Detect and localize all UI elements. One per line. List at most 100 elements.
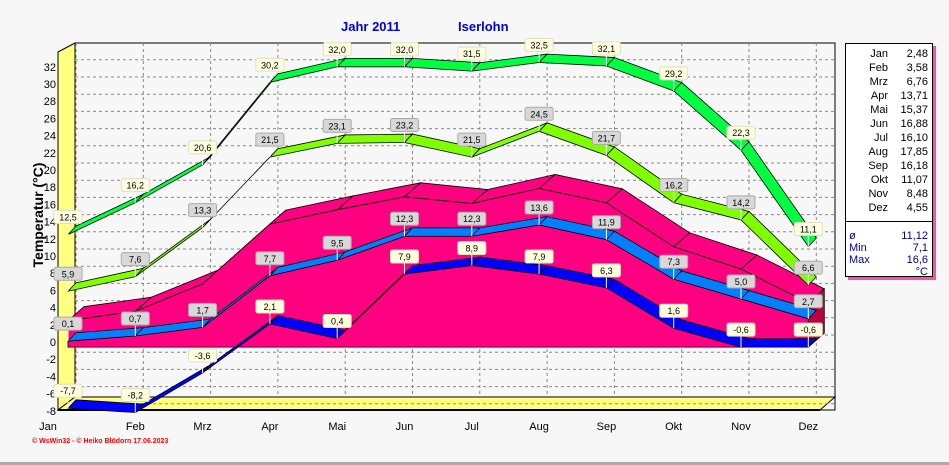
y-tick-label: -4 <box>46 371 56 383</box>
data-label: 2,7 <box>793 294 823 319</box>
y-tick-label: 4 <box>50 303 56 315</box>
legend-value: 16,88 <box>900 118 928 130</box>
legend-month: Okt <box>870 174 888 186</box>
data-label: 13,3 <box>188 203 218 228</box>
y-tick-label: 22 <box>44 148 56 160</box>
data-label: 32,0 <box>322 42 352 67</box>
data-label: 12,3 <box>390 211 419 237</box>
label-box <box>726 195 756 210</box>
label-box <box>322 42 352 57</box>
label-text: 21,5 <box>261 135 279 145</box>
label-box <box>120 252 150 267</box>
legend-month: Mai <box>870 104 888 116</box>
data-label: 7,6 <box>120 252 150 277</box>
monthly-average-legend: Jan 2,48 Feb 3,58 Mrz 6,76 Apr 13,71 Mai 15,37 Jun… <box>845 43 933 278</box>
label-box <box>793 294 823 309</box>
label-box <box>457 132 487 147</box>
data-label: 13,6 <box>524 200 554 226</box>
y-tick-label: 10 <box>44 251 56 263</box>
label-text: 32,1 <box>598 44 616 54</box>
label-text: 11,9 <box>598 218 615 228</box>
label-box <box>322 118 352 133</box>
legend-row-aug: Aug 17,85 <box>846 145 932 159</box>
legend-month: Jun <box>870 118 888 130</box>
x-tick-label: Mai <box>328 421 346 433</box>
label-text: 24,5 <box>530 109 548 119</box>
ribbon-segment <box>740 141 817 248</box>
legend-value: 15,37 <box>900 104 928 116</box>
label-box <box>793 260 823 275</box>
label-text: 31,5 <box>463 49 481 59</box>
data-label: 32,0 <box>390 42 419 67</box>
data-label: 16,2 <box>659 178 689 203</box>
label-text: 9,5 <box>331 238 344 248</box>
data-label: 32,1 <box>591 41 621 66</box>
label-text: 14,2 <box>732 198 750 208</box>
label-box <box>659 254 689 269</box>
ribbon-segment <box>740 290 818 320</box>
label-box <box>524 200 554 215</box>
label-text: 6,3 <box>600 266 613 276</box>
legend-value: 13,71 <box>900 90 928 102</box>
x-tick-label: Okt <box>665 421 682 433</box>
label-text: 5,0 <box>735 277 748 287</box>
label-text: 30,2 <box>261 60 279 70</box>
y-tick-label: 32 <box>44 62 56 74</box>
label-text: 23,2 <box>396 120 414 130</box>
label-text: -7,7 <box>60 386 76 396</box>
legend-max-value: 16,6 <box>906 254 928 266</box>
y-tick-label: 18 <box>44 182 56 194</box>
label-text: 23,1 <box>328 121 346 131</box>
x-tick-label: Dez <box>799 421 819 433</box>
data-label: 7,7 <box>255 251 285 276</box>
x-tick-label: Apr <box>261 421 278 433</box>
label-box <box>255 57 285 72</box>
data-label: 0,4 <box>322 314 352 339</box>
series-absolutes-minimum: -7,7 -8,2 -3,6 2,1 0,4 7,9 8,9 7,9 6,3 1,6 -0,6 -0,… <box>53 240 823 413</box>
label-box <box>793 322 823 337</box>
legend-month: Jan <box>870 48 888 60</box>
legend-row-jun: Jun 16,88 <box>846 117 932 131</box>
label-text: 2,7 <box>802 297 815 307</box>
legend-month: Sep <box>868 160 888 172</box>
legend-month: Aug <box>868 146 888 158</box>
y-tick-label: 12 <box>44 234 56 246</box>
label-text: 22,3 <box>732 128 750 138</box>
data-label: 0,1 <box>53 316 83 342</box>
label-text: 7,9 <box>398 252 411 262</box>
label-text: 7,6 <box>129 255 142 265</box>
legend-row-nov: Nov 8,48 <box>846 187 932 201</box>
x-tick-label: Jan <box>39 421 57 433</box>
data-label: 11,1 <box>793 222 823 247</box>
label-text: 12,3 <box>463 214 481 224</box>
data-label: 1,6 <box>659 303 689 329</box>
data-label: 12,5 <box>53 210 83 235</box>
y-tick-label: 20 <box>44 165 56 177</box>
y-tick-label: 30 <box>44 79 56 91</box>
copyright-footer: © WsWin32 - © Heiko Blödorn 17.06.2023 <box>32 438 169 445</box>
label-box <box>591 263 621 278</box>
legend-row-mai: Mai 15,37 <box>846 103 932 117</box>
label-box <box>120 311 150 326</box>
label-box <box>524 249 554 264</box>
label-text: -0,6 <box>733 325 749 335</box>
label-box <box>322 314 352 329</box>
legend-row-okt: Okt 11,07 <box>846 173 932 187</box>
label-box <box>726 322 756 337</box>
legend-value: 8,48 <box>906 188 928 200</box>
data-label: 0,7 <box>120 311 150 336</box>
legend-row-feb: Feb 3,58 <box>846 61 932 75</box>
data-label: 2,1 <box>255 299 285 324</box>
legend-value: 11,07 <box>901 174 928 186</box>
label-text: 7,9 <box>533 252 546 262</box>
legend-month: Mrz <box>869 76 888 88</box>
label-box <box>188 203 218 218</box>
label-text: 5,9 <box>62 269 75 279</box>
label-box <box>457 240 487 255</box>
label-box <box>188 140 218 155</box>
data-label: 6,3 <box>591 263 621 288</box>
label-text: 21,5 <box>463 135 481 145</box>
chart-title-year: Jahr 2011 <box>341 19 401 34</box>
label-text: 32,0 <box>328 45 346 55</box>
